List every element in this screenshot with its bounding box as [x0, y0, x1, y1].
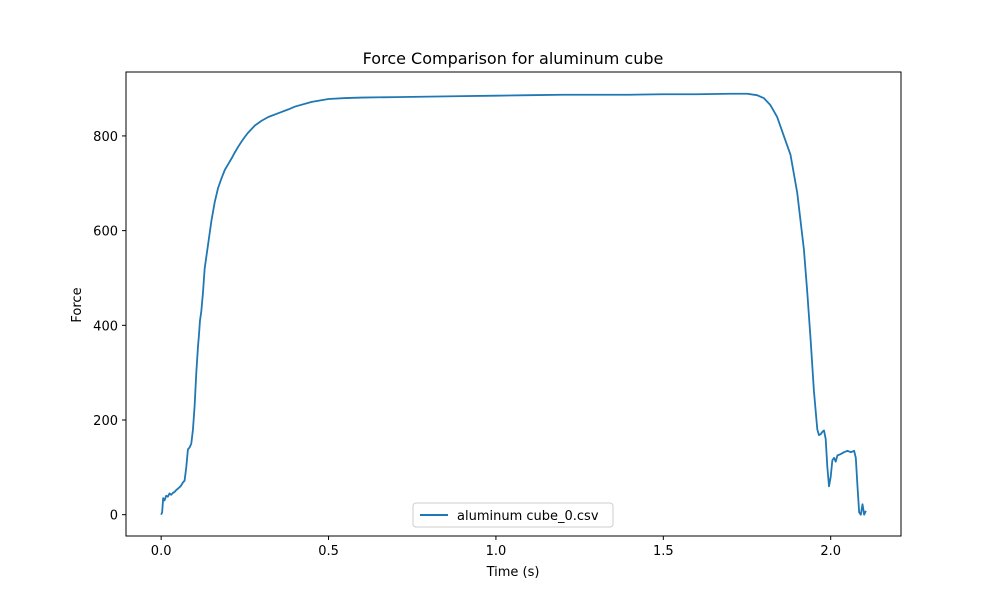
series-line-aluminum-cube [160, 92, 867, 516]
x-tick-label: 0.0 [151, 544, 172, 559]
y-tick-label: 400 [93, 319, 118, 334]
legend-box [412, 502, 614, 528]
legend-entry-label: aluminum cube_0.csv [457, 509, 599, 524]
y-tick-label: 200 [93, 414, 118, 429]
y-axis-ticks: 0 200 400 600 800 [93, 130, 126, 524]
y-tick-label: 800 [93, 130, 118, 145]
y-tick-label: 600 [93, 225, 118, 240]
plot-area: 0.0 0.5 1.0 1.5 2.0 0 200 400 600 800 [93, 71, 902, 559]
x-tick-label: 2.0 [820, 544, 841, 559]
x-axis-ticks: 0.0 0.5 1.0 1.5 2.0 [151, 536, 841, 559]
chart-title: Force Comparison for aluminum cube [363, 49, 664, 68]
y-axis-label: Force [70, 287, 85, 322]
y-tick-label: 0 [110, 509, 118, 524]
x-axis-label: Time (s) [486, 565, 540, 580]
x-tick-label: 0.5 [318, 544, 339, 559]
x-tick-label: 1.0 [486, 544, 507, 559]
axes-frame [125, 71, 902, 537]
x-tick-label: 1.5 [653, 544, 674, 559]
legend: aluminum cube_0.csv [412, 502, 614, 528]
